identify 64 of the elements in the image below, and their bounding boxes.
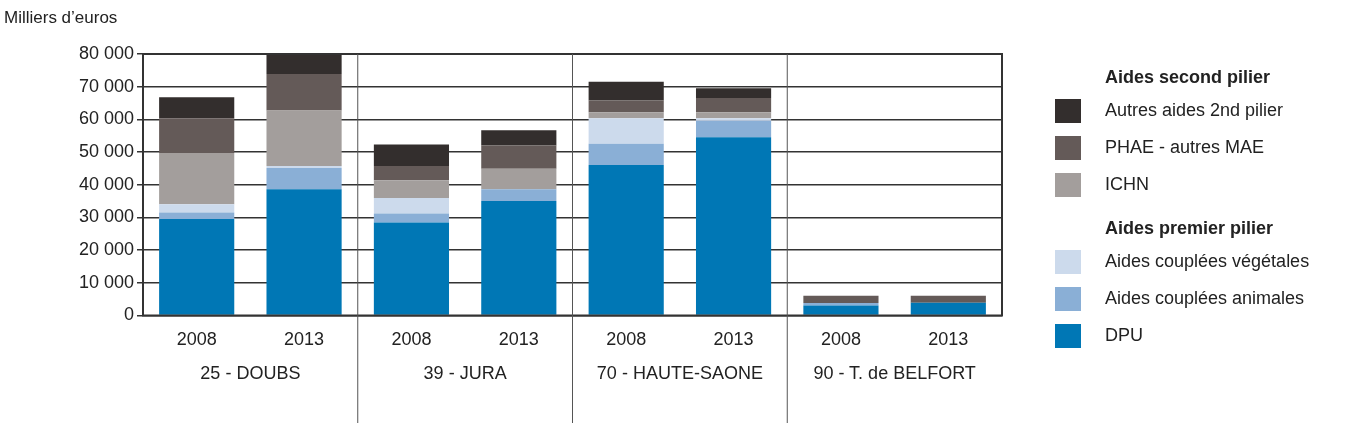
bar xyxy=(159,97,235,119)
bar xyxy=(695,137,772,315)
x-tick-label: 2008 xyxy=(391,329,432,350)
x-tick-label: 2013 xyxy=(713,329,754,350)
bar xyxy=(159,118,235,154)
bar xyxy=(695,98,772,113)
bar xyxy=(695,120,772,138)
bar xyxy=(481,145,557,169)
legend-label: Aides couplées animales xyxy=(1105,288,1305,309)
bar xyxy=(266,168,342,190)
bar xyxy=(588,112,664,119)
bar xyxy=(373,166,450,181)
x-tick-label: 2008 xyxy=(176,329,217,350)
y-tick-label: 20 000 xyxy=(78,239,134,260)
x-tick-label: 2008 xyxy=(820,329,861,350)
y-tick-label: 0 xyxy=(123,304,134,325)
x-tick-label: 2008 xyxy=(606,329,647,350)
bar xyxy=(588,143,664,166)
bar xyxy=(373,180,450,199)
text: 70 - HAUTE-SAONE xyxy=(596,363,763,384)
bar xyxy=(695,118,772,121)
bar xyxy=(481,189,557,202)
bar xyxy=(373,222,450,315)
bar xyxy=(910,302,986,315)
legend-label: PHAE - autres MAE xyxy=(1105,137,1265,158)
text: 25 - DOUBS xyxy=(200,363,301,384)
y-axis-title: Milliers d’euros xyxy=(4,8,118,28)
bar xyxy=(588,118,664,144)
bar xyxy=(803,295,879,303)
bar xyxy=(588,100,664,113)
x-tick-label: 2013 xyxy=(928,329,969,350)
bar xyxy=(266,73,342,111)
bar xyxy=(373,198,450,214)
text: Aides premier pilier xyxy=(1105,217,1275,240)
y-tick-label: 30 000 xyxy=(78,206,134,227)
y-tick-label: 40 000 xyxy=(78,173,134,194)
bar xyxy=(159,153,235,205)
legend-label: ICHN xyxy=(1105,174,1149,195)
text: 90 - T. de BELFORT xyxy=(813,363,976,384)
y-tick-label: 80 000 xyxy=(78,42,134,63)
text: Aides second pilier xyxy=(1105,66,1272,89)
legend-label: Autres aides 2nd pilier xyxy=(1105,100,1284,121)
text: 39 - JURA xyxy=(423,363,507,384)
bar xyxy=(159,212,235,220)
legend-label: DPU xyxy=(1105,325,1144,346)
y-tick-label: 70 000 xyxy=(78,75,134,96)
bar xyxy=(481,130,557,146)
bar xyxy=(266,189,342,315)
bar xyxy=(588,165,664,315)
bar xyxy=(159,204,235,213)
y-tick-label: 50 000 xyxy=(78,140,134,161)
bar xyxy=(266,110,342,167)
bar xyxy=(481,168,557,190)
legend-label: Aides couplées végétales xyxy=(1105,251,1310,272)
y-tick-label: 60 000 xyxy=(78,108,134,129)
x-tick-label: 2013 xyxy=(284,329,325,350)
bar xyxy=(373,213,450,223)
bar xyxy=(159,219,235,315)
bar xyxy=(695,112,772,119)
bar xyxy=(481,201,557,315)
bar xyxy=(910,295,986,303)
bar xyxy=(803,302,879,306)
y-tick-label: 10 000 xyxy=(78,271,134,292)
x-tick-label: 2013 xyxy=(498,329,539,350)
